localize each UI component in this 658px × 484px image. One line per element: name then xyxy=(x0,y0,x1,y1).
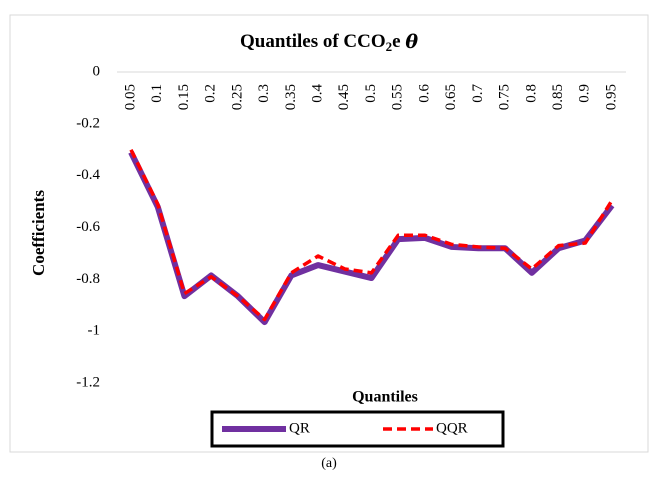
y-tick-label: -0.4 xyxy=(76,167,100,183)
x-tick-label: 0.15 xyxy=(176,84,192,110)
x-tick-label: 0.95 xyxy=(603,84,619,110)
y-tick-label: 0 xyxy=(93,63,101,79)
x-tick-label: 0.8 xyxy=(523,84,539,103)
y-tick-label: -0.2 xyxy=(76,115,100,131)
y-tick-label: -1 xyxy=(88,323,101,339)
x-tick-label: 0.25 xyxy=(229,84,245,110)
chart-border xyxy=(9,14,649,453)
x-tick-label: 0.05 xyxy=(122,84,138,110)
x-tick-label: 0.5 xyxy=(363,84,379,103)
x-tick-label: 0.75 xyxy=(497,84,513,110)
x-tick-label: 0.1 xyxy=(149,84,165,103)
x-tick-label: 0.45 xyxy=(336,84,352,110)
x-tick-label: 0.9 xyxy=(577,84,593,103)
legend-label: QQR xyxy=(436,420,468,436)
title-text: Quantiles of CCO xyxy=(240,31,386,52)
x-tick-label: 0.7 xyxy=(470,84,486,103)
y-tick-label: -1.2 xyxy=(76,374,100,390)
x-tick-label: 0.55 xyxy=(390,84,406,110)
legend-label: QR xyxy=(289,420,310,436)
x-tick-label: 0.4 xyxy=(309,84,325,103)
data-line xyxy=(129,148,614,322)
x-tick-label: 0.85 xyxy=(550,84,566,110)
title-symbol: θ xyxy=(405,31,418,53)
x-axis-label: Quantiles xyxy=(352,389,418,406)
chart-title: Quantiles of CCO2e θ xyxy=(240,31,418,54)
x-tick-label: 0.2 xyxy=(203,84,219,103)
y-tick-label: -0.8 xyxy=(76,271,100,287)
x-tick-label: 0.35 xyxy=(283,84,299,110)
y-tick-label: -0.6 xyxy=(76,219,100,235)
caption: (a) xyxy=(321,456,337,471)
title-subscript: 2 xyxy=(386,39,393,54)
x-tick-label: 0.3 xyxy=(256,84,272,103)
x-tick-label: 0.6 xyxy=(416,84,432,103)
x-tick-label: 0.65 xyxy=(443,84,459,110)
y-axis-label: Coefficients xyxy=(29,190,48,276)
title-text: e xyxy=(392,31,405,52)
